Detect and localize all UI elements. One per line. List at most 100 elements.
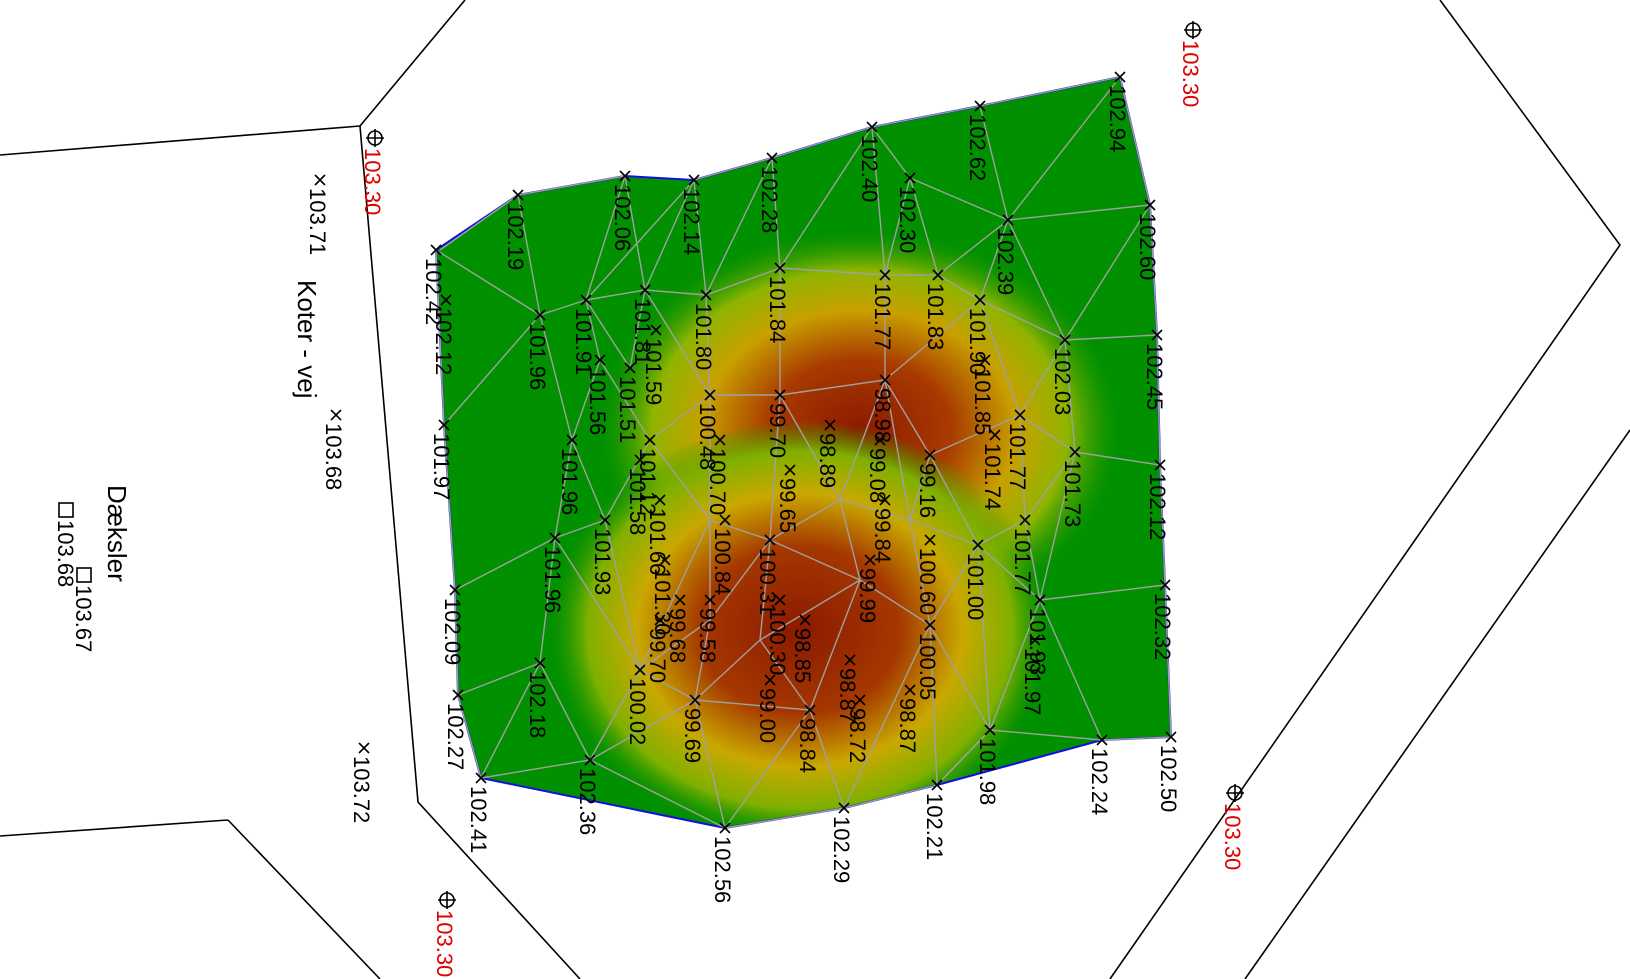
interior-point-marker bbox=[854, 694, 866, 706]
interior-point-label: 102.30 bbox=[895, 186, 920, 253]
interior-point-label: 98.85 bbox=[790, 628, 815, 683]
road-edge-west-upper bbox=[0, 125, 361, 156]
boundary-point-label: 102.32 bbox=[1150, 593, 1175, 660]
interior-point-label: 100.30 bbox=[765, 608, 790, 675]
interior-point-marker bbox=[1059, 334, 1071, 346]
boundary-point-marker bbox=[766, 152, 778, 164]
interior-point-marker bbox=[844, 654, 856, 666]
interior-point-marker bbox=[864, 554, 876, 566]
interior-point-label: 101.30 bbox=[650, 568, 675, 635]
road-spot-marker bbox=[314, 174, 326, 186]
interior-point-label: 101.90 bbox=[965, 308, 990, 375]
fixed-level-cross bbox=[366, 129, 384, 147]
interior-point-marker bbox=[799, 614, 811, 626]
boundary-point-label: 102.12 bbox=[431, 308, 456, 375]
boundary-point-label: 102.94 bbox=[1105, 85, 1130, 152]
interior-point-label: 101.56 bbox=[585, 368, 610, 435]
interior-point-label: 102.39 bbox=[993, 228, 1018, 295]
interior-point-label: 99.68 bbox=[665, 608, 690, 663]
interior-point-marker bbox=[1069, 446, 1081, 458]
interior-point-label: 101.66 bbox=[645, 508, 670, 575]
survey-points: 102.94 102.62 102.40 102.28 102.14 102.06 102.… bbox=[421, 71, 1181, 903]
boundary-point-marker bbox=[449, 584, 461, 596]
interior-point-marker bbox=[972, 539, 984, 551]
interior-point-marker bbox=[644, 434, 656, 446]
interior-point-label: 101.74 bbox=[980, 443, 1005, 510]
interior-point-label: 99.69 bbox=[680, 708, 705, 763]
boundary-point-marker bbox=[984, 724, 996, 736]
interior-point-marker bbox=[1029, 634, 1041, 646]
interior-point-label: 101.00 bbox=[963, 553, 988, 620]
interior-point-marker bbox=[1034, 594, 1046, 606]
boundary-point-marker bbox=[452, 689, 464, 701]
interior-point-marker bbox=[784, 464, 796, 476]
interior-point-marker bbox=[714, 434, 726, 446]
interior-point-label: 101.59 bbox=[641, 338, 666, 405]
interior-point-marker bbox=[924, 534, 936, 546]
boundary-point-marker bbox=[440, 294, 452, 306]
boundary-point-label: 102.50 bbox=[1156, 745, 1181, 812]
interior-point-marker bbox=[904, 684, 916, 696]
interior-point-marker bbox=[764, 534, 776, 546]
interior-point-label: 101.73 bbox=[1060, 460, 1085, 527]
road-spot-marker bbox=[358, 742, 370, 754]
interior-point-label: 101.91 bbox=[571, 308, 596, 375]
interior-point-marker bbox=[704, 594, 716, 606]
boundary-point-marker bbox=[866, 121, 878, 133]
boundary-point-label: 102.62 bbox=[965, 114, 990, 181]
interior-point-marker bbox=[932, 269, 944, 281]
interior-point-label: 101.93 bbox=[590, 528, 615, 595]
interior-point-label: 99.08 bbox=[865, 448, 890, 503]
boundary-point-label: 101.97 bbox=[429, 433, 454, 500]
fixed-level-cross bbox=[1226, 784, 1244, 802]
interior-point-marker bbox=[549, 532, 561, 544]
interior-point-label: 99.65 bbox=[775, 478, 800, 533]
boundary-point-label: 102.60 bbox=[1135, 213, 1160, 280]
boundary-point-marker bbox=[1159, 579, 1171, 591]
interior-point-marker bbox=[804, 704, 816, 716]
road-edge-east-b bbox=[1244, 429, 1630, 979]
tin-mesh bbox=[435, 76, 1172, 829]
interior-point-label: 98.87 bbox=[895, 698, 920, 753]
interior-point-marker bbox=[650, 324, 662, 336]
boundary-point-marker bbox=[1154, 459, 1166, 471]
road-edge-east-a bbox=[1109, 0, 1621, 979]
interior-point-label: 100.31 bbox=[755, 548, 780, 615]
covers-title: Dæksler bbox=[102, 485, 132, 582]
interior-point-label: 101.85 bbox=[970, 368, 995, 435]
interior-point-label: 101.77 bbox=[870, 283, 895, 350]
road-edge-north-west bbox=[359, 0, 466, 127]
interior-point-marker bbox=[874, 434, 886, 446]
boundary-point-label: 102.36 bbox=[575, 768, 600, 835]
cover-label: 103.67 bbox=[71, 585, 96, 652]
road-edge-west-lower bbox=[0, 819, 229, 837]
interior-point-marker bbox=[674, 594, 686, 606]
interior-point-marker bbox=[924, 619, 936, 631]
road-edge-curb-west bbox=[359, 125, 581, 979]
interior-point-label: 101.96 bbox=[557, 448, 582, 515]
boundary-point-marker bbox=[719, 822, 731, 834]
fixed-level-label: 103.30 bbox=[1220, 803, 1245, 870]
interior-point-marker bbox=[774, 389, 786, 401]
interior-point-marker bbox=[594, 354, 606, 366]
boundary-point-marker bbox=[931, 779, 943, 791]
interior-point-marker bbox=[879, 494, 891, 506]
road-spot-marker bbox=[330, 409, 342, 421]
boundary-point-label: 102.45 bbox=[1142, 343, 1167, 410]
interior-point-marker bbox=[580, 294, 592, 306]
boundary-point-label: 102.29 bbox=[829, 816, 854, 883]
interior-point-label: 101.77 bbox=[1010, 528, 1035, 595]
boundary-point-label: 101.98 bbox=[975, 738, 1000, 805]
boundary-point-marker bbox=[974, 100, 986, 112]
interior-point-label: 101.84 bbox=[765, 276, 790, 343]
interior-point-marker bbox=[924, 449, 936, 461]
boundary-point-marker bbox=[512, 189, 524, 201]
interior-point-marker bbox=[1002, 214, 1014, 226]
interior-point-marker bbox=[689, 694, 701, 706]
interior-point-marker bbox=[599, 514, 611, 526]
fixed-level-markers: 103.30 103.30 103.30 103.30 bbox=[360, 21, 1245, 977]
fixed-level-label: 103.30 bbox=[360, 148, 385, 215]
